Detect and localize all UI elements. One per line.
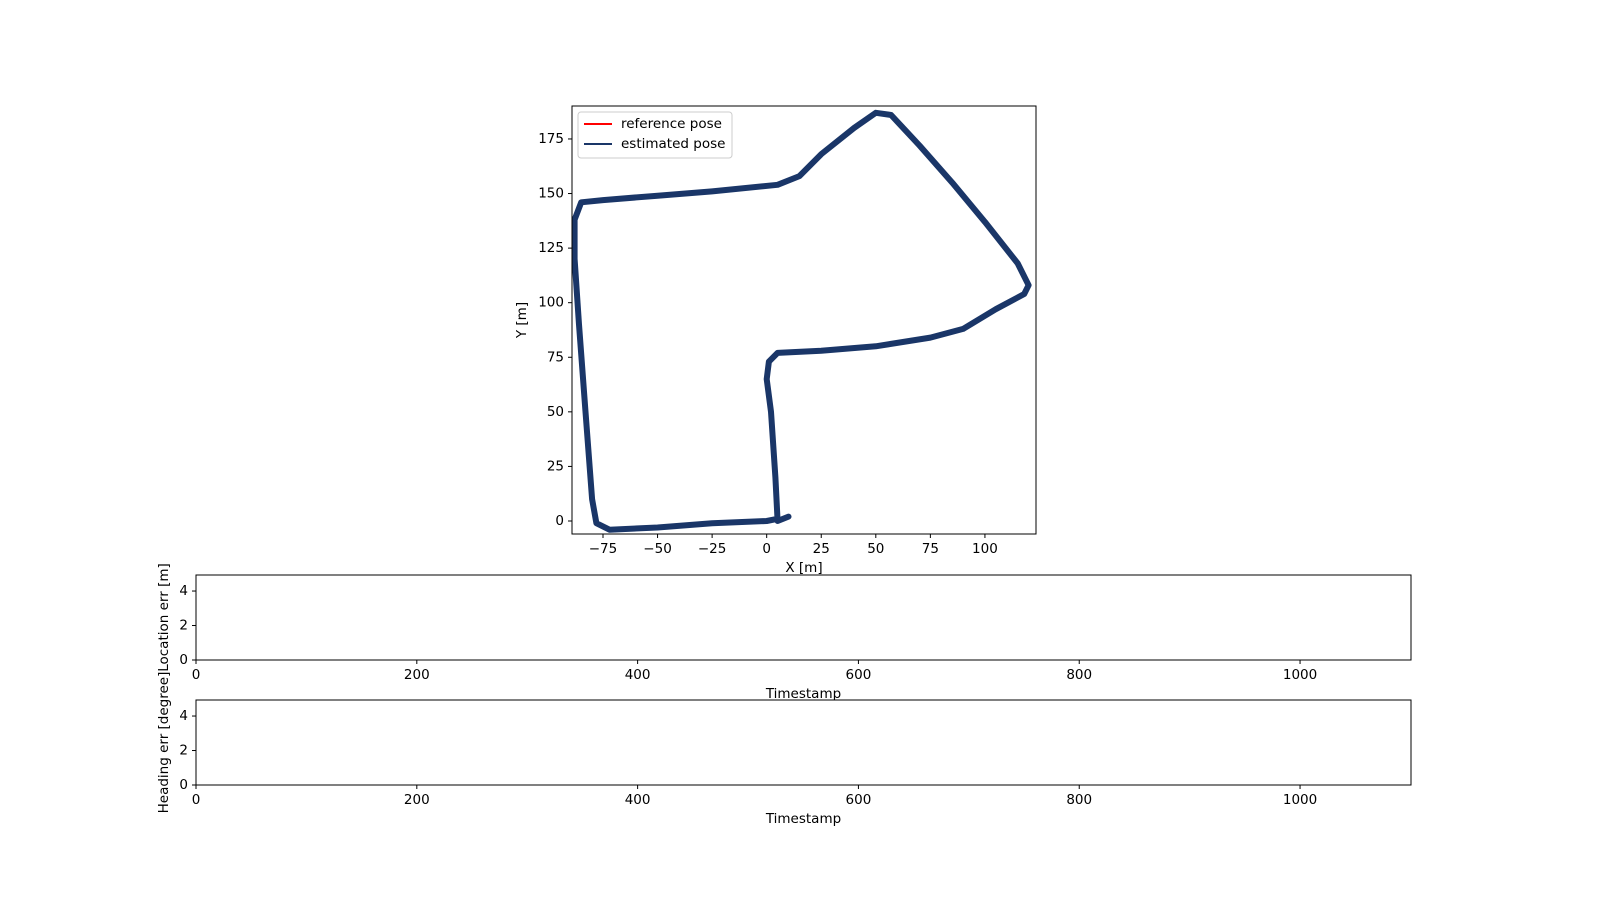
legend: reference pose estimated pose — [577, 111, 733, 159]
y-tick-label: 100 — [538, 295, 564, 311]
y-tick-label: 4 — [179, 583, 188, 599]
plot-area — [196, 575, 1411, 660]
x-tick-label: 200 — [404, 667, 430, 683]
axes-frame — [571, 105, 1037, 535]
x-tick-label: 1000 — [1283, 667, 1317, 683]
x-tick-label: 0 — [192, 792, 201, 808]
y-tick-label: 2 — [179, 743, 188, 759]
x-tick-label: 0 — [192, 667, 201, 683]
x-tick-label: 1000 — [1283, 792, 1317, 808]
y-tick-label: 25 — [547, 458, 564, 474]
axes: 0 200 400 600 800 1000 0 2 4 Timestamp Heading err… — [156, 672, 1412, 827]
x-tick-label: 100 — [972, 541, 998, 557]
legend-label: reference pose — [621, 116, 722, 132]
y-axis-label: Y [m] — [514, 302, 530, 339]
y-tick-label: 50 — [547, 404, 564, 420]
x-tick-label: 600 — [846, 792, 872, 808]
y-tick-label: 0 — [555, 513, 564, 529]
x-tick-label: 0 — [762, 541, 771, 557]
x-axis-label: X [m] — [785, 560, 822, 576]
axes-frame — [195, 699, 1412, 786]
y-tick-label: 2 — [179, 618, 188, 634]
plot-area — [196, 700, 1411, 785]
y-tick-label: 0 — [179, 777, 188, 793]
x-tick-label: −75 — [589, 541, 618, 557]
y-tick-label: 0 — [179, 652, 188, 668]
y-tick-label: 4 — [179, 708, 188, 724]
y-tick-label: 75 — [547, 349, 564, 365]
y-axis-label: Location err [m] — [156, 563, 172, 672]
plot-area — [572, 106, 1036, 534]
x-tick-label: 800 — [1066, 792, 1092, 808]
x-tick-label: 400 — [625, 792, 651, 808]
x-tick-label: 400 — [625, 667, 651, 683]
x-tick-label: 800 — [1066, 667, 1092, 683]
trajectory-line — [571, 109, 1032, 533]
x-tick-label: −25 — [698, 541, 727, 557]
x-axis-label: Timestamp — [765, 686, 841, 702]
x-tick-label: −50 — [643, 541, 672, 557]
legend-box — [577, 111, 733, 159]
x-tick-label: 600 — [846, 667, 872, 683]
axes-frame — [195, 574, 1412, 661]
x-tick-label: 200 — [404, 792, 430, 808]
x-tick-label: 25 — [813, 541, 830, 557]
y-tick-label: 150 — [538, 186, 564, 202]
x-axis-label: Timestamp — [765, 811, 841, 827]
axes: −75 −50 −25 0 25 50 75 100 0 25 50 75 100 125 150 175 X … — [514, 105, 1037, 576]
x-tick-label: 75 — [922, 541, 939, 557]
x-tick-label: 50 — [867, 541, 884, 557]
y-tick-label: 175 — [538, 131, 564, 147]
axes: 0 200 400 600 800 1000 0 2 4 Timestamp Location er… — [156, 563, 1412, 702]
legend-label: estimated pose — [621, 136, 725, 152]
y-tick-label: 125 — [538, 240, 564, 256]
y-axis-label: Heading err [degree] — [156, 672, 172, 814]
